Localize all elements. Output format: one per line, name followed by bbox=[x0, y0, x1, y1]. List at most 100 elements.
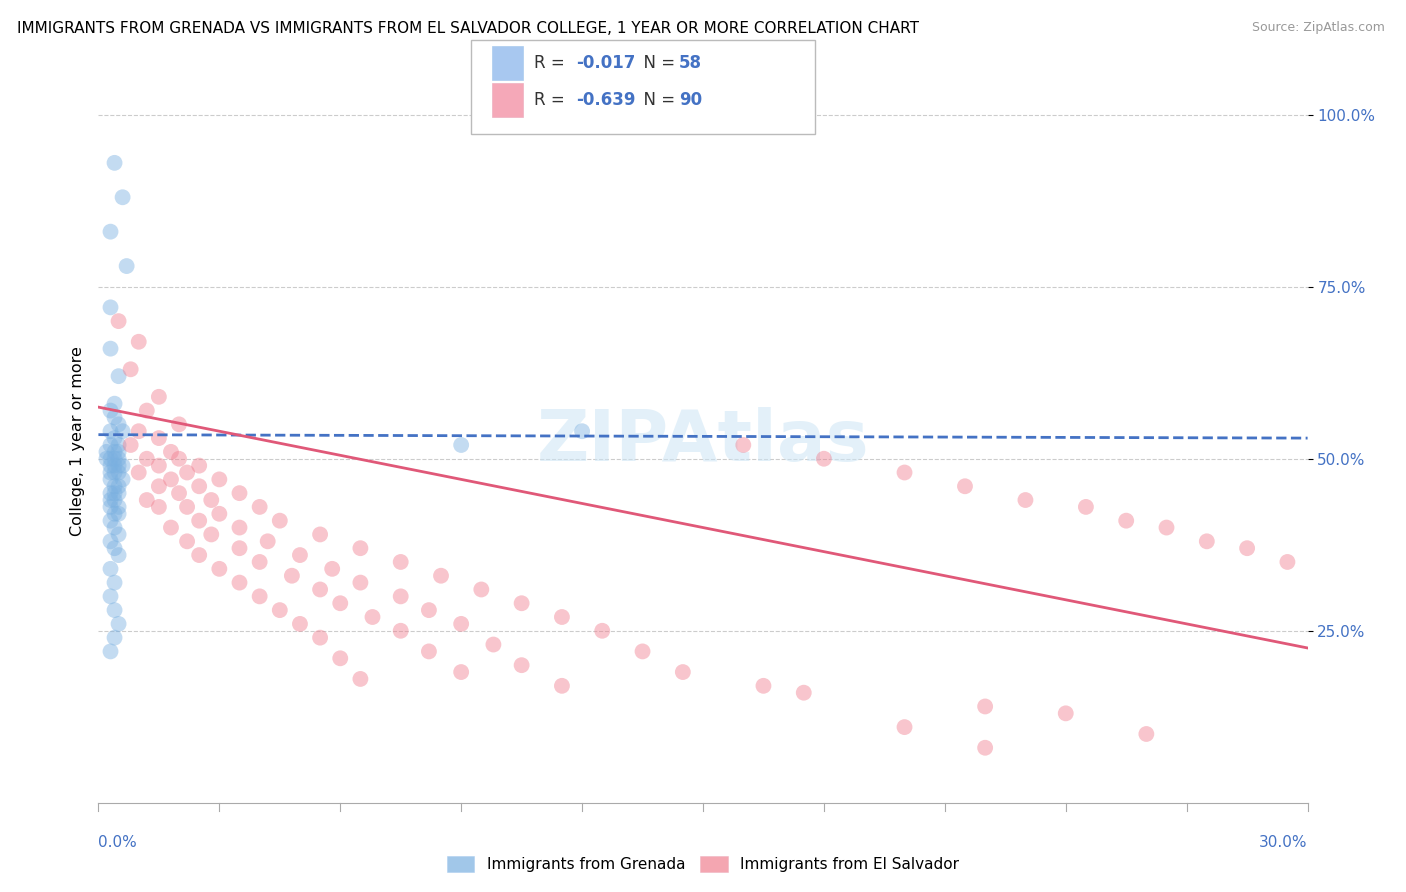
Point bbox=[100, 466, 122, 480]
Point bbox=[160, 472, 183, 486]
Point bbox=[208, 562, 231, 576]
Point bbox=[208, 472, 231, 486]
Point bbox=[228, 520, 250, 534]
Point bbox=[349, 575, 371, 590]
Text: R =: R = bbox=[534, 54, 571, 72]
Point bbox=[107, 417, 129, 432]
Point bbox=[450, 438, 472, 452]
Point bbox=[349, 672, 371, 686]
Text: 30.0%: 30.0% bbox=[1260, 835, 1308, 850]
Point bbox=[103, 479, 125, 493]
Point bbox=[103, 541, 125, 556]
Point bbox=[309, 631, 332, 645]
Point bbox=[107, 548, 129, 562]
Point bbox=[482, 638, 505, 652]
Point bbox=[733, 438, 755, 452]
Point bbox=[329, 596, 352, 610]
Point bbox=[631, 644, 654, 658]
Point bbox=[551, 679, 574, 693]
Point bbox=[100, 342, 122, 356]
Text: IMMIGRANTS FROM GRENADA VS IMMIGRANTS FROM EL SALVADOR COLLEGE, 1 YEAR OR MORE C: IMMIGRANTS FROM GRENADA VS IMMIGRANTS FR… bbox=[17, 21, 920, 36]
Point bbox=[249, 500, 271, 514]
Point bbox=[128, 334, 150, 349]
Point bbox=[100, 500, 122, 514]
Point bbox=[510, 658, 533, 673]
Point bbox=[953, 479, 976, 493]
Point bbox=[128, 466, 150, 480]
Point bbox=[100, 486, 122, 500]
Point bbox=[510, 596, 533, 610]
Point bbox=[100, 438, 122, 452]
Point bbox=[103, 458, 125, 473]
Point bbox=[281, 568, 304, 582]
Point bbox=[111, 190, 134, 204]
Point bbox=[135, 403, 157, 417]
Point bbox=[1195, 534, 1218, 549]
Point bbox=[100, 472, 122, 486]
Point bbox=[1236, 541, 1258, 556]
Point bbox=[103, 603, 125, 617]
Point bbox=[208, 507, 231, 521]
Text: 0.0%: 0.0% bbox=[98, 835, 138, 850]
Point bbox=[974, 740, 997, 755]
Point bbox=[107, 486, 129, 500]
Point bbox=[103, 451, 125, 466]
Point bbox=[107, 369, 129, 384]
Point bbox=[135, 493, 157, 508]
Point bbox=[228, 486, 250, 500]
Point bbox=[115, 259, 138, 273]
Point bbox=[361, 610, 384, 624]
Point bbox=[269, 603, 291, 617]
Point bbox=[1156, 520, 1178, 534]
Point bbox=[188, 479, 211, 493]
Point bbox=[107, 616, 129, 631]
Point bbox=[111, 458, 134, 473]
Point bbox=[893, 720, 915, 734]
Legend: Immigrants from Grenada, Immigrants from El Salvador: Immigrants from Grenada, Immigrants from… bbox=[440, 850, 966, 879]
Point bbox=[200, 527, 222, 541]
Point bbox=[160, 520, 183, 534]
Point bbox=[672, 665, 695, 679]
Point bbox=[188, 514, 211, 528]
Text: Source: ZipAtlas.com: Source: ZipAtlas.com bbox=[1251, 21, 1385, 34]
Point bbox=[107, 507, 129, 521]
Point bbox=[103, 493, 125, 508]
Point bbox=[288, 548, 311, 562]
Text: N =: N = bbox=[633, 91, 681, 109]
Text: 58: 58 bbox=[679, 54, 702, 72]
Point bbox=[188, 548, 211, 562]
Point bbox=[389, 555, 412, 569]
Point bbox=[107, 479, 129, 493]
Point bbox=[1135, 727, 1157, 741]
Point bbox=[107, 445, 129, 459]
Point bbox=[148, 479, 170, 493]
Point bbox=[100, 514, 122, 528]
Point bbox=[160, 445, 183, 459]
Point bbox=[135, 451, 157, 466]
Point bbox=[893, 466, 915, 480]
Point bbox=[329, 651, 352, 665]
Point bbox=[120, 362, 142, 376]
Point bbox=[249, 590, 271, 604]
Point bbox=[107, 458, 129, 473]
Point bbox=[96, 451, 118, 466]
Point bbox=[269, 514, 291, 528]
Text: R =: R = bbox=[534, 91, 571, 109]
Point bbox=[128, 424, 150, 438]
Point bbox=[100, 403, 122, 417]
Point bbox=[103, 445, 125, 459]
Point bbox=[103, 507, 125, 521]
Point bbox=[103, 520, 125, 534]
Point bbox=[103, 575, 125, 590]
Point bbox=[1014, 493, 1036, 508]
Point bbox=[813, 451, 835, 466]
Point bbox=[974, 699, 997, 714]
Point bbox=[228, 541, 250, 556]
Point bbox=[200, 493, 222, 508]
Point bbox=[103, 466, 125, 480]
Text: N =: N = bbox=[633, 54, 681, 72]
Point bbox=[100, 562, 122, 576]
Point bbox=[591, 624, 613, 638]
Point bbox=[389, 590, 412, 604]
Point bbox=[103, 431, 125, 445]
